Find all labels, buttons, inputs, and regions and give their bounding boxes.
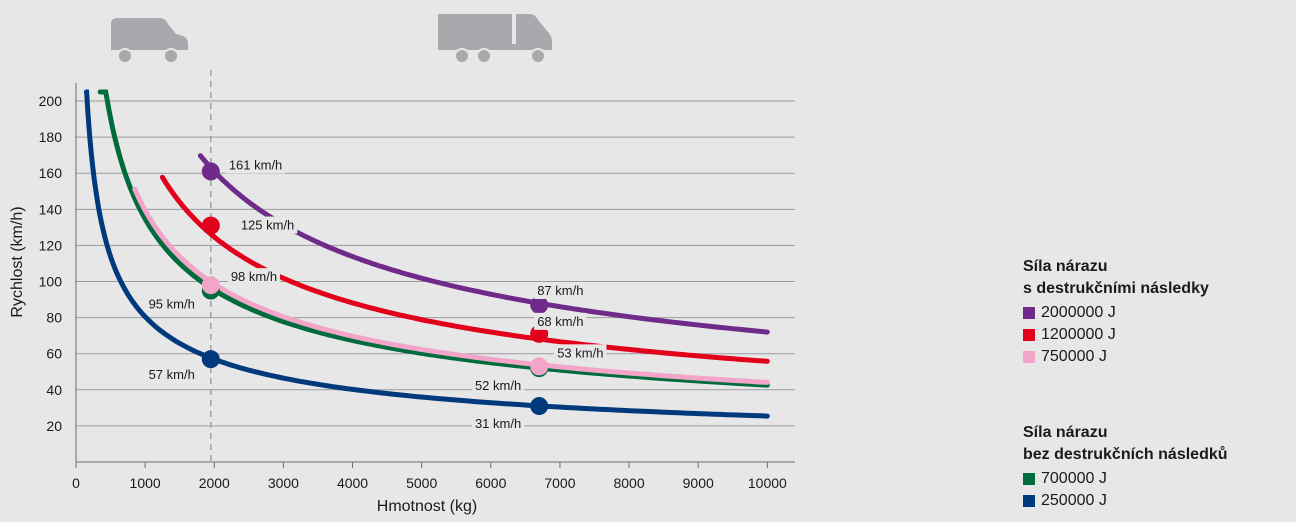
legend-label: 250000 J [1041,492,1107,509]
data-label: 161 km/h [229,157,282,172]
data-point [530,357,549,376]
x-tick-label: 10000 [748,475,787,491]
data-label: 95 km/h [149,297,195,312]
data-label-bg [471,377,525,395]
x-tick-label: 9000 [683,475,714,491]
series-line [197,153,770,335]
legend-item: 250000 J [1023,490,1295,512]
series-line [132,186,770,385]
data-label: 53 km/h [557,345,603,360]
x-tick-label: 0 [72,475,80,491]
data-label: 87 km/h [537,283,583,298]
x-tick-label: 2000 [199,475,230,491]
data-label: 98 km/h [231,269,277,284]
legend-label: 750000 J [1041,348,1107,365]
y-tick-label: 20 [46,418,62,434]
car-icon [111,18,188,64]
legend-swatch [1023,329,1035,341]
series-line [97,89,770,388]
data-label: 125 km/h [241,218,294,233]
x-axis-title: Hmotnost (kg) [377,498,477,515]
x-tick-label: 3000 [268,475,299,491]
legend-swatch [1023,495,1035,507]
legend-title-line: s destrukčními následky [1023,280,1209,297]
legend-group-destructive: Síla nárazu s destrukčními následky 2000… [1023,256,1295,368]
y-tick-label: 80 [46,310,62,326]
legend-label: 1200000 J [1041,326,1116,343]
legend-title-line: Síla nárazu [1023,424,1108,441]
truck-icon [438,14,552,64]
x-tick-label: 8000 [613,475,644,491]
data-label-bg [227,268,281,286]
x-tick-label: 6000 [475,475,506,491]
legend-title-line: bez destrukčních následků [1023,446,1228,463]
legend-swatch [1023,307,1035,319]
x-tick-label: 7000 [544,475,575,491]
data-label: 57 km/h [149,367,195,382]
series-line [159,174,770,364]
legend-item: 1200000 J [1023,324,1295,346]
y-tick-label: 40 [46,382,62,398]
legend-swatch [1023,351,1035,363]
data-point [201,216,220,235]
y-tick-label: 180 [39,129,63,145]
data-label-bg [471,415,525,433]
y-tick-label: 120 [39,237,63,253]
data-point [530,397,549,416]
data-label-bg [534,281,587,299]
legend-label: 2000000 J [1041,304,1116,321]
data-label: 31 km/h [475,416,521,431]
legend-title-nondestructive: Síla nárazu bez destrukčních následků [1023,422,1295,466]
y-tick-label: 140 [39,201,63,217]
data-label: 68 km/h [537,314,583,329]
x-tick-label: 5000 [406,475,437,491]
data-label-bg [237,216,298,234]
data-label-bg [225,156,286,174]
y-tick-label: 100 [39,274,63,290]
legend-title-destructive: Síla nárazu s destrukčními následky [1023,256,1295,300]
y-axis-title: Rychlost (km/h) [9,206,26,317]
x-tick-label: 4000 [337,475,368,491]
data-point [201,162,220,181]
data-label-bg [554,344,607,362]
x-tick-label: 1000 [130,475,161,491]
legend-group-nondestructive: Síla nárazu bez destrukčních následků 70… [1023,422,1295,512]
legend-swatch [1023,473,1035,485]
data-point [201,350,220,369]
series-line [83,89,770,419]
y-tick-label: 200 [39,93,63,109]
legend-item: 750000 J [1023,346,1295,368]
data-point [201,276,220,295]
legend-item: 2000000 J [1023,302,1295,324]
data-label-bg [145,366,198,384]
y-tick-label: 160 [39,165,63,181]
legend-label: 700000 J [1041,470,1107,487]
data-label-bg [145,295,198,313]
data-label-bg [534,312,587,330]
legend-title-line: Síla nárazu [1023,258,1108,275]
data-point [530,295,549,314]
data-label: 52 km/h [475,378,521,393]
legend-item: 700000 J [1023,468,1295,490]
y-tick-label: 60 [46,346,62,362]
